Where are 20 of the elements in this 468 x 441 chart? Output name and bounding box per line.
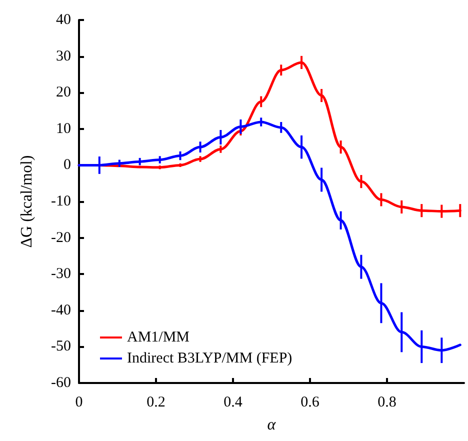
y-tick-label: 0 <box>64 157 71 174</box>
x-axis-title: α <box>267 416 276 434</box>
legend-label: Indirect B3LYP/MM (FEP) <box>127 350 292 366</box>
legend-label: AM1/MM <box>127 330 190 346</box>
y-tick-label: -40 <box>51 302 71 318</box>
y-axis-title: ΔG (kcal/mol) <box>18 155 36 248</box>
y-tick-label: 20 <box>56 84 71 101</box>
y-tick-label: -50 <box>51 338 71 355</box>
x-tick-label: 0.8 <box>378 394 396 410</box>
y-tick-label: -30 <box>51 266 71 282</box>
y-tick-label: 40 <box>56 12 71 28</box>
x-tick-label: 0.6 <box>300 394 320 410</box>
y-tick-label: 30 <box>56 48 71 64</box>
y-tick-label: -10 <box>51 194 71 210</box>
x-tick-label: 0.2 <box>146 394 166 410</box>
x-tick-label: 0 <box>75 394 83 410</box>
y-tick-label: -60 <box>51 375 71 391</box>
y-tick-label: 10 <box>56 120 71 137</box>
x-tick-label: 0.4 <box>224 394 243 410</box>
y-tick-label: -20 <box>51 230 71 246</box>
